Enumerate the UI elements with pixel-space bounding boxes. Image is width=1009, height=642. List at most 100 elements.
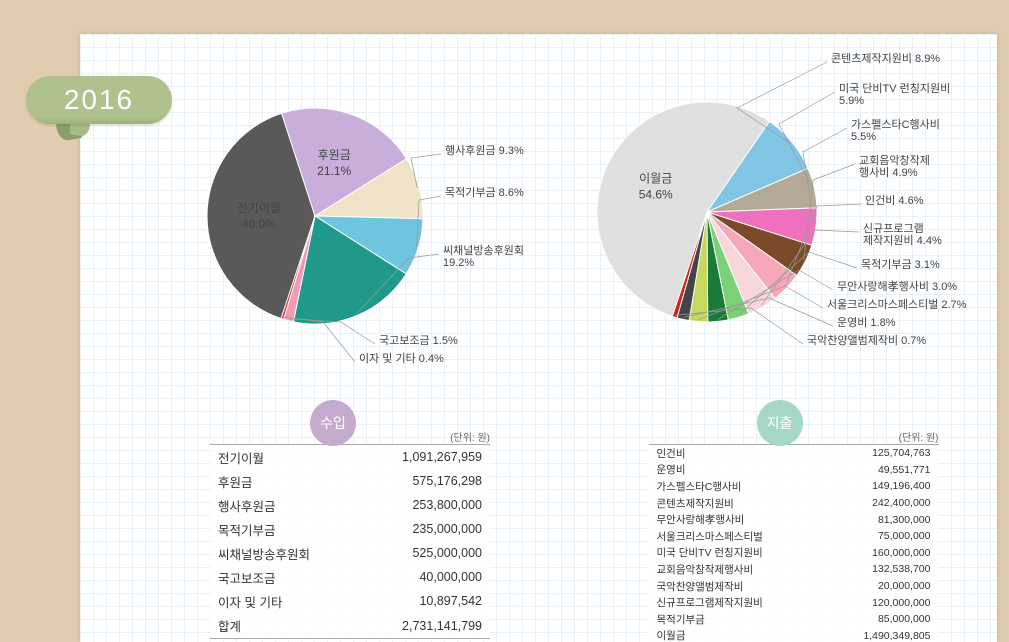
row-label: 무안사랑해孝행사비	[649, 511, 822, 528]
row-label: 서울크리스마스페스티벌	[649, 528, 822, 545]
slice-label: 후원금	[318, 148, 351, 162]
slice-label: 교회음악창작제	[859, 154, 930, 167]
row-value: 149,196,400	[821, 478, 938, 495]
table-row: 국고보조금40,000,000	[210, 565, 490, 589]
row-value: 49,551,771	[821, 462, 938, 479]
row-label: 국악찬양앨범제작비	[649, 578, 822, 595]
slice-label: 행사비 4.9%	[859, 166, 918, 179]
unit-label: (단위: 원)	[450, 429, 490, 444]
slice-label: 전기이월	[237, 201, 281, 215]
table-row: 교회음악창작제행사비132,538,700	[649, 561, 939, 578]
slice-label: 콘텐츠제작지원비 8.9%	[831, 52, 940, 65]
slice-pct: 21.1%	[317, 164, 351, 178]
year-ribbon: 2016	[16, 76, 174, 138]
row-label: 인건비	[649, 445, 822, 462]
slice-label: 운영비 1.8%	[837, 316, 896, 329]
slice-label: 인건비 4.6%	[865, 194, 924, 207]
table-row: 목적기부금235,000,000	[210, 517, 490, 541]
table-row: 이월금1,490,349,805	[649, 628, 939, 642]
slice-label: 제작지원비 4.4%	[863, 234, 942, 247]
row-value: 85,000,000	[821, 611, 938, 628]
paper-panel: 전기이월 40.0% 후원금 21.1% 행사후원금 9.3% 목적기부금 8.6% 씨채널…	[80, 34, 997, 642]
row-value: 2,731,141,799	[358, 613, 490, 638]
year-label: 2016	[26, 76, 172, 124]
row-value: 81,300,000	[821, 511, 938, 528]
slice-label: 미국 단비TV 런칭지원비	[839, 82, 950, 95]
row-value: 160,000,000	[821, 545, 938, 562]
row-value: 75,000,000	[821, 528, 938, 545]
row-value: 575,176,298	[358, 469, 490, 493]
slice-label: 이월금	[639, 172, 672, 186]
table-row: 운영비49,551,771	[649, 462, 939, 479]
slice-label: 서울크리스마스페스티벌 2.7%	[827, 298, 967, 311]
row-label: 콘텐츠제작지원비	[649, 495, 822, 512]
row-value: 235,000,000	[358, 517, 490, 541]
slice-pct: 40.0%	[242, 217, 276, 231]
row-value: 1,091,267,959	[358, 445, 490, 469]
slice-label: 목적기부금 3.1%	[861, 258, 940, 271]
row-value: 132,538,700	[821, 561, 938, 578]
row-label: 씨채널방송후원회	[210, 541, 358, 565]
row-value: 20,000,000	[821, 578, 938, 595]
expense-pie-chart: 이월금 54.6% 콘텐츠제작지원비 8.9% 미국 단비TV 런칭지원비5.9% 가스…	[567, 46, 997, 386]
slice-label: 목적기부금 8.6%	[445, 186, 524, 199]
slice-label: 씨채널방송후원회	[443, 244, 524, 257]
slice-label: 19.2%	[443, 257, 474, 269]
unit-label: (단위: 원)	[899, 429, 939, 444]
table-row: 이자 및 기타10,897,542	[210, 589, 490, 613]
row-label: 목적기부금	[210, 517, 358, 541]
expense-badge: 지출	[757, 400, 803, 446]
table-row: 씨채널방송후원회525,000,000	[210, 541, 490, 565]
table-row: 콘텐츠제작지원비242,400,000	[649, 495, 939, 512]
row-label: 신규프로그램제작지원비	[649, 594, 822, 611]
table-row: 전기이월1,091,267,959	[210, 445, 490, 469]
row-label: 이월금	[649, 628, 822, 642]
slice-label: 5.9%	[839, 95, 864, 107]
row-value: 120,000,000	[821, 594, 938, 611]
content-row: 전기이월 40.0% 후원금 21.1% 행사후원금 9.3% 목적기부금 8.6% 씨채널…	[80, 34, 997, 642]
row-label: 미국 단비TV 런칭지원비	[649, 545, 822, 562]
row-label: 교회음악창작제행사비	[649, 561, 822, 578]
row-value: 10,897,542	[358, 589, 490, 613]
table-row: 국악찬양앨범제작비20,000,000	[649, 578, 939, 595]
table-row: 신규프로그램제작지원비120,000,000	[649, 594, 939, 611]
slice-label: 무안사랑해孝행사비 3.0%	[837, 279, 957, 293]
slice-label: 5.5%	[851, 131, 876, 143]
expense-table: (단위: 원) 인건비125,704,763운영비49,551,771가스펠스타…	[649, 444, 939, 642]
row-label: 국고보조금	[210, 565, 358, 589]
row-label: 전기이월	[210, 445, 358, 469]
row-value: 125,704,763	[821, 445, 938, 462]
table-row: 미국 단비TV 런칭지원비160,000,000	[649, 545, 939, 562]
table-row: 합계2,731,141,799	[210, 613, 490, 638]
row-label: 합계	[210, 613, 358, 638]
row-label: 후원금	[210, 469, 358, 493]
row-value: 253,800,000	[358, 493, 490, 517]
slice-label: 신규프로그램	[863, 222, 924, 235]
row-value: 525,000,000	[358, 541, 490, 565]
table-row: 후원금575,176,298	[210, 469, 490, 493]
income-pie-chart: 전기이월 40.0% 후원금 21.1% 행사후원금 9.3% 목적기부금 8.6% 씨채널…	[195, 66, 565, 386]
slice-label: 행사후원금 9.3%	[445, 144, 524, 157]
table-row: 무안사랑해孝행사비81,300,000	[649, 511, 939, 528]
table-row: 서울크리스마스페스티벌75,000,000	[649, 528, 939, 545]
slice-pct: 54.6%	[638, 188, 672, 202]
row-label: 이자 및 기타	[210, 589, 358, 613]
slice-label: 국고보조금 1.5%	[379, 334, 458, 347]
table-row: 가스펠스타C행사비149,196,400	[649, 478, 939, 495]
income-badge: 수입	[310, 400, 356, 446]
slice-label: 이자 및 기타 0.4%	[359, 352, 444, 365]
income-table: (단위: 원) 전기이월1,091,267,959후원금575,176,298행…	[210, 444, 490, 639]
table-row: 목적기부금85,000,000	[649, 611, 939, 628]
row-label: 행사후원금	[210, 493, 358, 517]
row-value: 1,490,349,805	[821, 628, 938, 642]
row-value: 242,400,000	[821, 495, 938, 512]
row-label: 가스펠스타C행사비	[649, 478, 822, 495]
row-value: 40,000,000	[358, 565, 490, 589]
slice-label: 국악찬양앨범제작비 0.7%	[807, 333, 926, 347]
slice-label: 가스펠스타C행사비	[851, 118, 940, 131]
table-row: 행사후원금253,800,000	[210, 493, 490, 517]
table-row: 인건비125,704,763	[649, 445, 939, 462]
expense-column: 이월금54.6%콘텐츠제작지원비 8.9%미국 단비TV 런칭지원비5.9%가스…	[539, 34, 998, 642]
row-label: 운영비	[649, 462, 822, 479]
row-label: 목적기부금	[649, 611, 822, 628]
